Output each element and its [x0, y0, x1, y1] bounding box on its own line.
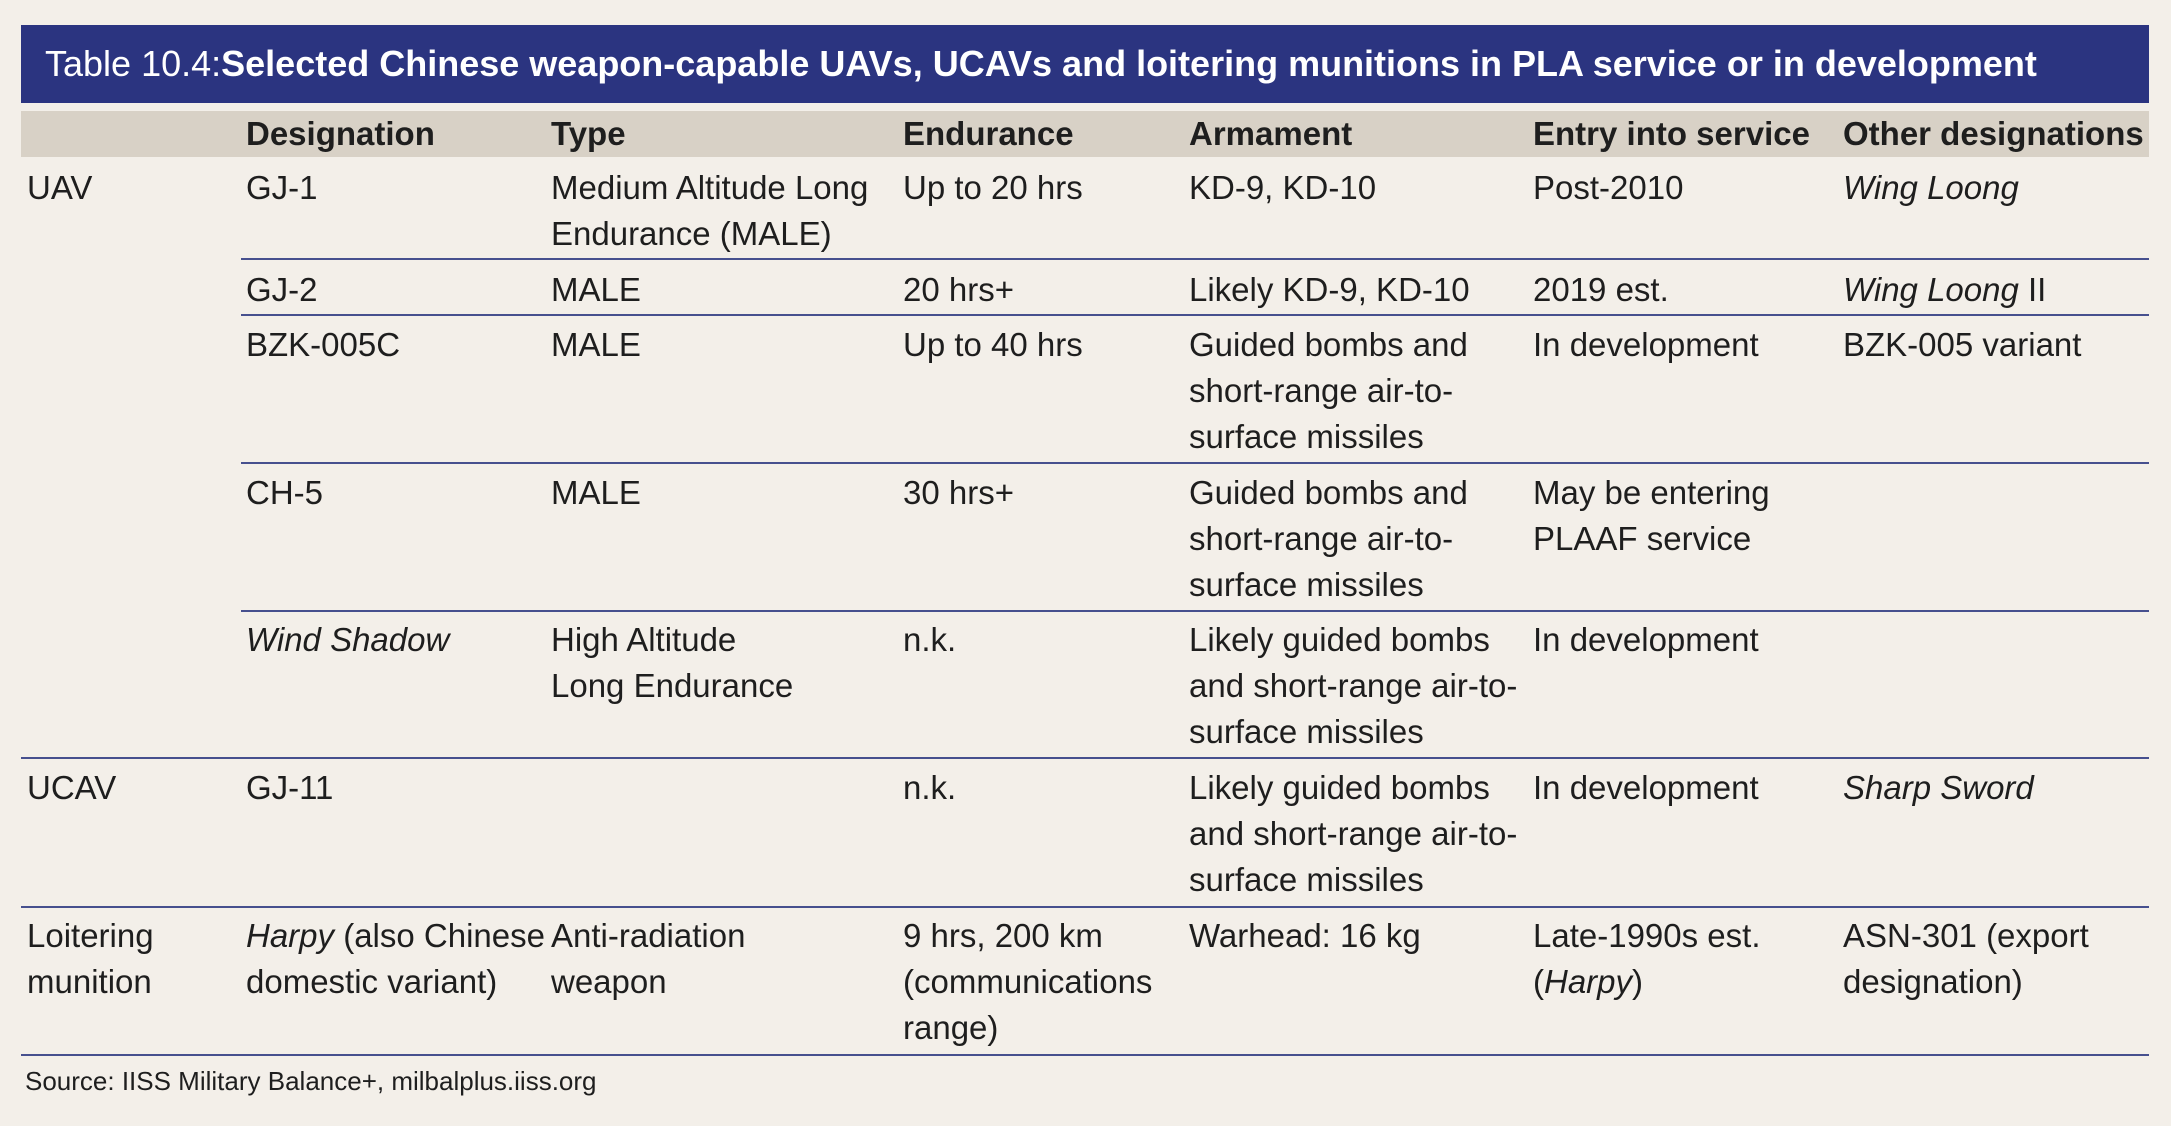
other-designations-cell: Sharp Sword	[1843, 769, 2034, 806]
other-designations-cell: BZK-005 variant	[1843, 326, 2082, 363]
endurance-cell: 20 hrs+	[903, 271, 1014, 308]
designation-cell: Wind Shadow	[246, 621, 450, 658]
endurance-cell: 9 hrs, 200 km (communications range)	[903, 917, 1153, 1046]
designation-cell: GJ-2	[246, 271, 318, 308]
endurance-cell: Up to 40 hrs	[903, 326, 1083, 363]
armament-cell: KD-9, KD-10	[1189, 169, 1377, 206]
header-designation: Designation	[246, 115, 435, 152]
type-cell: Anti-radiation weapon	[551, 917, 746, 1000]
entry-cell: 2019 est.	[1533, 271, 1669, 308]
type-cell: MALE	[551, 326, 641, 363]
type-cell: MALE	[551, 271, 641, 308]
row-divider	[241, 610, 2149, 612]
source-note: Source: IISS Military Balance+, milbalpl…	[25, 1066, 597, 1096]
row-divider	[241, 314, 2149, 316]
designation-cell: BZK-005C	[246, 326, 401, 363]
group-divider	[21, 906, 2149, 908]
armament-cell: Warhead: 16 kg	[1189, 917, 1421, 954]
header-other-designations: Other designations	[1843, 115, 2144, 152]
armament-cell: Likely guided bombs and short-range air-…	[1189, 621, 1518, 750]
header-endurance: Endurance	[903, 115, 1074, 152]
entry-cell: Post-2010	[1533, 169, 1684, 206]
designation-cell: Harpy (also Chinese	[246, 917, 545, 954]
row-divider	[241, 258, 2149, 260]
group-label-uav: UAV	[27, 169, 93, 206]
entry-cell: In development	[1533, 326, 1759, 363]
endurance-cell: n.k.	[903, 769, 957, 806]
header-entry: Entry into service	[1533, 115, 1810, 152]
designation-cell: CH-5	[246, 474, 324, 511]
type-cell: Medium Altitude Long Endurance (MALE)	[551, 169, 869, 252]
entry-cell-line-2: (Harpy)	[1533, 963, 1644, 1000]
designation-cell: GJ-1	[246, 169, 318, 206]
table-header-row	[21, 111, 2149, 157]
table-bottom-rule	[21, 1054, 2149, 1056]
armament-cell: Guided bombs and short-range air-to- sur…	[1189, 474, 1468, 603]
type-cell: MALE	[551, 474, 641, 511]
group-label-ucav: UCAV	[27, 769, 117, 806]
entry-cell: Late-1990s est.	[1533, 917, 1761, 954]
endurance-cell: Up to 20 hrs	[903, 169, 1083, 206]
header-type: Type	[551, 115, 626, 152]
designation-cell: GJ-11	[246, 769, 334, 806]
table-number: Table 10.4:	[45, 43, 222, 84]
entry-cell: In development	[1533, 621, 1759, 658]
designation-cell-line-2: domestic variant)	[246, 963, 498, 1000]
other-designations-cell: ASN-301 (export designation)	[1843, 917, 2089, 1000]
armament-cell: Guided bombs and short-range air-to- sur…	[1189, 326, 1468, 455]
endurance-cell: 30 hrs+	[903, 474, 1014, 511]
entry-cell: In development	[1533, 769, 1759, 806]
table-title: Table 10.4: Selected Chinese weapon-capa…	[21, 25, 2149, 103]
header-armament: Armament	[1189, 115, 1353, 152]
endurance-cell: n.k.	[903, 621, 957, 658]
type-cell: High Altitude Long Endurance	[551, 621, 794, 704]
armament-cell: Likely guided bombs and short-range air-…	[1189, 769, 1518, 898]
other-designations-cell: Wing Loong II	[1843, 271, 2047, 308]
armament-cell: Likely KD-9, KD-10	[1189, 271, 1470, 308]
other-designations-cell: Wing Loong	[1843, 169, 2019, 206]
table-title-text: Selected Chinese weapon-capable UAVs, UC…	[221, 43, 2037, 84]
row-divider	[241, 462, 2149, 464]
entry-cell: May be entering PLAAF service	[1533, 474, 1770, 557]
group-divider	[21, 757, 2149, 759]
group-label-loitering-munition: Loitering munition	[27, 917, 154, 1000]
